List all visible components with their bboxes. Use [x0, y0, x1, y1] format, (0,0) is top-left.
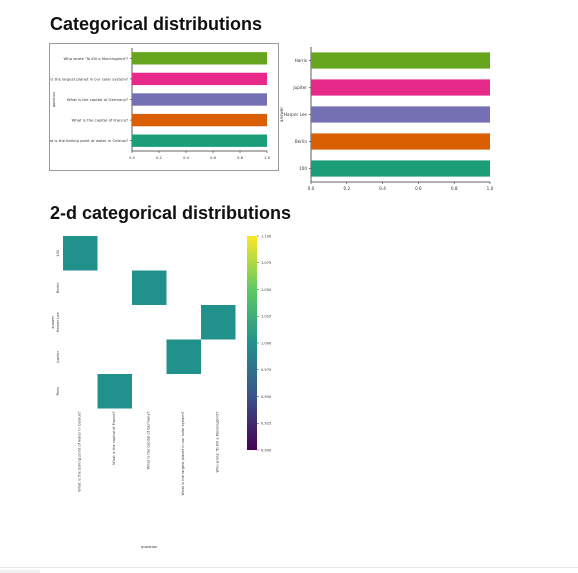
x-tick-label: What is the capital of Germany?	[146, 411, 150, 469]
y-tick-label: What is the boiling point of water in Ce…	[50, 138, 128, 143]
bar	[132, 72, 267, 86]
colorbar-tick-label: 1.050	[261, 288, 272, 292]
x-tick-label: What is the largest planet in our solar …	[181, 411, 185, 495]
x-tick-label: 0.6	[210, 156, 216, 160]
y-tick-label: Berlin	[56, 283, 60, 293]
x-tick-label: 0.2	[343, 186, 350, 191]
y-tick-label: Paris	[56, 387, 60, 396]
y-axis-label: question	[52, 92, 56, 108]
y-tick-label: Berlin	[295, 139, 307, 144]
bar	[132, 134, 267, 147]
heatmap-question-answer: 100 Berlin Harper Lee Jupiter Paris What is t…	[48, 226, 288, 554]
y-axis-label: answer	[280, 107, 284, 122]
y-tick-label: Jupiter	[292, 85, 307, 90]
colorbar-tick-label: 1.075	[261, 261, 271, 265]
colorbar-tick-label: 1.100	[261, 234, 272, 238]
bar-chart-answer: Harris Jupiter Harper Lee Berlin 100 0.0 0.2 0.…	[279, 43, 496, 200]
heatmap-cell	[166, 339, 201, 374]
y-tick-label: Jupiter	[56, 350, 60, 363]
x-tick-label: 0.0	[129, 156, 135, 160]
y-tick-label: What is the largest planet in our solar …	[50, 76, 128, 81]
y-tick-label: Harper Lee	[284, 112, 308, 117]
bar	[311, 133, 490, 150]
y-tick-label: Harper Lee	[56, 312, 60, 333]
bar	[311, 79, 490, 96]
bar	[132, 113, 267, 127]
colorbar-tick-label: 0.900	[261, 448, 272, 452]
x-tick-label: 0.0	[308, 186, 315, 191]
bar	[311, 52, 490, 69]
bar-chart-question: Who wrote 'To Kill a Mockingbird'? What i…	[39, 43, 279, 171]
x-tick-label: 1.0	[264, 156, 270, 160]
bar	[311, 160, 490, 177]
x-tick-label: 0.4	[183, 156, 189, 160]
colorbar-tick-label: 0.925	[261, 422, 271, 426]
y-tick-label: 100	[56, 249, 60, 257]
bottom-divider	[0, 567, 578, 568]
x-tick-label: 0.4	[379, 186, 386, 191]
heatmap-cell	[97, 374, 132, 409]
section-title-2d: 2-d categorical distributions	[50, 203, 292, 223]
y-axis-label: answer	[51, 315, 55, 329]
bar	[132, 52, 267, 65]
x-tick-label: What is the boiling point of water in Ce…	[77, 411, 81, 491]
colorbar-tick-label: 1.025	[261, 315, 271, 319]
x-tick-label: What is the capital of France?	[112, 411, 116, 464]
bar	[311, 106, 490, 123]
bar	[132, 93, 267, 106]
x-tick-label: 0.8	[451, 186, 458, 191]
heatmap-cell	[132, 270, 167, 305]
colorbar-tick-label: 0.950	[261, 395, 272, 399]
x-tick-label: 0.8	[237, 156, 243, 160]
y-tick-label: What is the capital of Germany?	[67, 97, 128, 102]
x-tick-label: 0.2	[156, 156, 162, 160]
x-tick-label: 0.6	[415, 186, 422, 191]
heatmap-cell	[63, 236, 98, 271]
y-tick-label: What is the capital of France?	[72, 118, 128, 123]
colorbar-tick-label: 1.000	[261, 341, 272, 345]
y-tick-label: 100	[299, 166, 307, 171]
x-tick-label: Who wrote 'To Kill a Mockingbird'?	[215, 411, 219, 472]
x-axis-label: question	[141, 544, 158, 549]
section-title-categorical: Categorical distributions	[50, 14, 263, 34]
x-tick-label: 1.0	[487, 186, 494, 191]
heatmap-cell	[201, 305, 236, 340]
scrollbar-stub[interactable]	[0, 570, 40, 573]
colorbar	[247, 236, 257, 450]
y-tick-label: Who wrote 'To Kill a Mockingbird'?	[64, 56, 128, 61]
colorbar-tick-label: 0.975	[261, 368, 271, 372]
y-tick-label: Harris	[295, 58, 307, 63]
